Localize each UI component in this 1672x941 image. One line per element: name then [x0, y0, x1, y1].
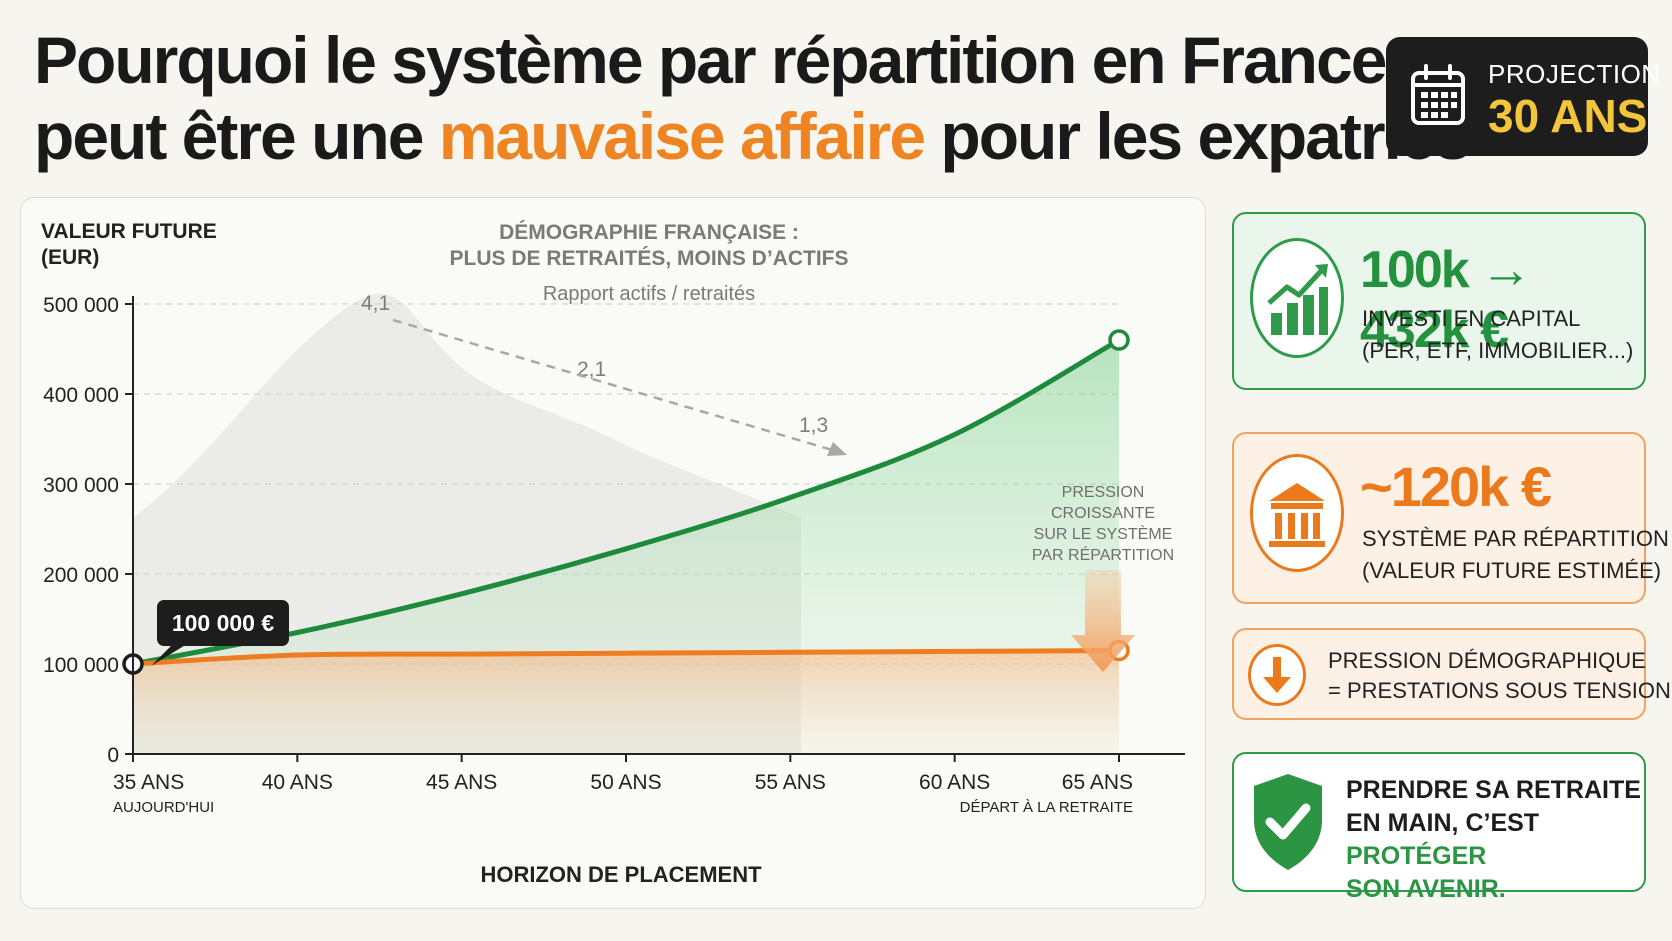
x-tick-label: 55 ANS	[755, 771, 826, 794]
y-axis-title-line-1: VALEUR FUTURE	[41, 220, 217, 243]
demography-title-line-1: DÉMOGRAPHIE FRANÇAISE :	[499, 221, 799, 244]
series-line-capital	[130, 337, 1122, 667]
ratio-trend-arrow	[392, 318, 840, 454]
projection-badge: PROJECTION 30 ANS	[1386, 37, 1660, 156]
capital-line-2: (PER, ETF, IMMOBILIER...)	[1362, 338, 1634, 363]
x-tick-label: 45 ANS	[426, 771, 497, 794]
start-callout: 100 000 €	[151, 600, 289, 666]
demography-subtitle: Rapport actifs / retraités	[543, 283, 755, 305]
pressure-arrow	[1071, 570, 1135, 672]
y-tick-label: 500 000	[43, 294, 119, 317]
y-tick-label: 0	[107, 744, 119, 767]
message-text: PRENDRE SA RETRAITE EN MAIN, C’EST PROTÉ…	[1346, 774, 1644, 906]
pressure-note-line-2: CROISSANTE	[1051, 505, 1155, 522]
shield-check-icon	[1254, 774, 1322, 870]
x-tick-label: 40 ANS	[262, 771, 333, 794]
message-highlight-1: PROTÉGER	[1346, 842, 1487, 870]
x-tick-sublabel: DÉPART À LA RETRAITE	[960, 799, 1133, 816]
ratio-trend-arrowhead	[827, 442, 847, 456]
repartition-value: ~120k €	[1360, 455, 1552, 518]
pressure-note-line-3: SUR LE SYSTÈME	[1034, 524, 1173, 543]
pressure-note-line-1: PRESSION	[1062, 484, 1145, 501]
series-area-repartition	[133, 650, 1119, 754]
projection-value: 30 ANS	[1488, 90, 1648, 142]
pressure-icon-circle	[1248, 644, 1306, 706]
y-tick-label: 200 000	[43, 564, 119, 587]
arrow-down-icon	[1263, 657, 1291, 693]
x-axis-title: HORIZON DE PLACEMENT	[480, 862, 762, 887]
start-callout-text: 100 000 €	[172, 610, 275, 636]
calendar-icon	[1411, 64, 1465, 125]
repartition-card: ~120k € SYSTÈME PAR RÉPARTITION (VALEUR …	[1232, 432, 1669, 604]
end-marker-capital	[1108, 329, 1130, 351]
y-tick-label: 400 000	[43, 384, 119, 407]
message-line-2: EN MAIN, C’EST	[1346, 809, 1540, 837]
title-line-2-end: pour les expatriés	[924, 99, 1471, 173]
capital-card: 100k → 432k € INVESTI EN CAPITAL (PER, E…	[1232, 212, 1646, 390]
message-card: PRENDRE SA RETRAITE EN MAIN, C’EST PROTÉ…	[1232, 752, 1646, 903]
y-tick-label: 300 000	[43, 474, 119, 497]
x-tick-sublabel: AUJOURD'HUI	[113, 799, 214, 816]
pressure-line-1: PRESSION DÉMOGRAPHIQUE	[1328, 648, 1646, 673]
y-axis-title-line-2: (EUR)	[41, 246, 99, 269]
chart-panel: 0 100 000 200 000 300 000 400 000 500 000 35 A…	[20, 197, 1206, 909]
chart: 0 100 000 200 000 300 000 400 000 500 000 35 A…	[41, 220, 1185, 887]
bank-icon	[1269, 483, 1325, 547]
capital-line-1: INVESTI EN CAPITAL	[1362, 306, 1581, 331]
title-line-1: Pourquoi le système par répartition en F…	[34, 23, 1387, 97]
repartition-icon-circle	[1250, 454, 1344, 572]
x-tick-label: 35 ANS	[113, 771, 184, 794]
ratio-label-3: 1,3	[799, 414, 828, 437]
message-highlight-2: SON AVENIR.	[1346, 875, 1506, 903]
series-line-repartition	[130, 648, 1122, 667]
repartition-line-1: SYSTÈME PAR RÉPARTITION	[1362, 526, 1669, 551]
capital-value: 100k → 432k €	[1360, 241, 1532, 359]
growth-chart-icon	[1267, 264, 1328, 335]
message-line-1: PRENDRE SA RETRAITE	[1346, 776, 1641, 804]
ratio-label-1: 4,1	[361, 292, 390, 315]
page-title: Pourquoi le système par répartition en F…	[34, 22, 1471, 174]
projection-label: PROJECTION	[1488, 59, 1661, 89]
ratio-label-2: 2,1	[577, 358, 606, 381]
pressure-card: PRESSION DÉMOGRAPHIQUE = PRESTATIONS SOU…	[1232, 628, 1671, 720]
pressure-line-2: = PRESTATIONS SOUS TENSION	[1328, 678, 1671, 703]
capital-icon-circle	[1250, 238, 1344, 358]
title-line-2-start: peut être une	[34, 99, 439, 173]
x-tick-label: 50 ANS	[590, 771, 661, 794]
x-tick-label: 65 ANS	[1062, 771, 1133, 794]
title-highlight: mauvaise affaire	[438, 99, 926, 173]
x-tick-label: 60 ANS	[919, 771, 990, 794]
pressure-note-line-4: PAR RÉPARTITION	[1032, 545, 1174, 564]
repartition-line-2: (VALEUR FUTURE ESTIMÉE)	[1362, 558, 1662, 583]
demography-title-line-2: PLUS DE RETRAITÉS, MOINS D’ACTIFS	[449, 247, 848, 270]
y-tick-label: 100 000	[43, 654, 119, 677]
